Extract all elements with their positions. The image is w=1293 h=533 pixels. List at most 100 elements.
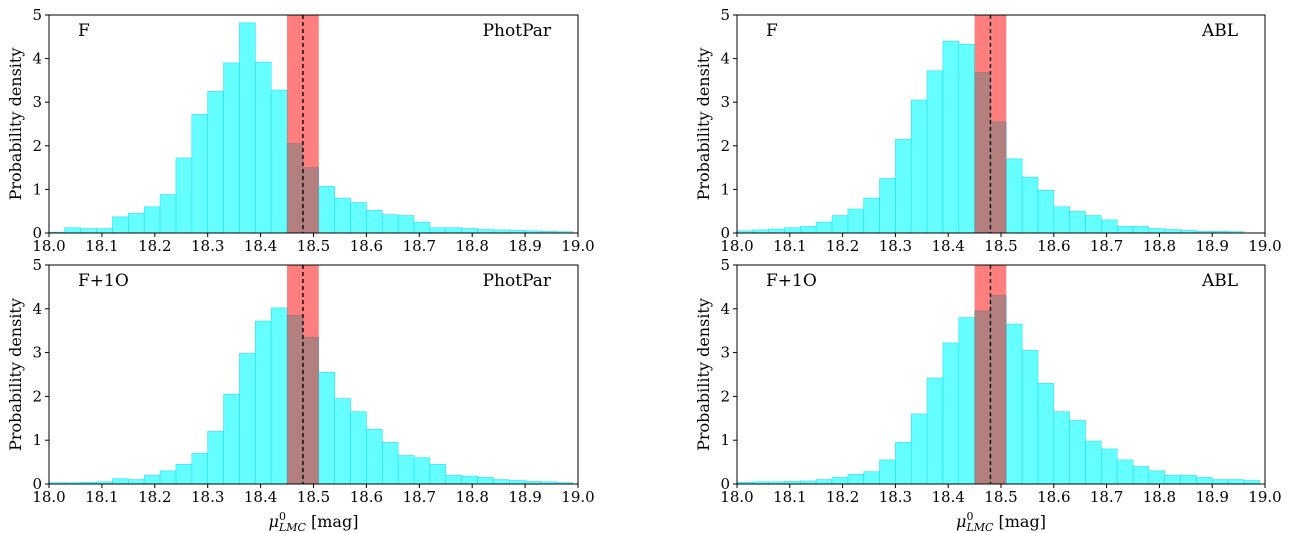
- histogram-bar: [461, 475, 478, 485]
- x-label-subscript: LMC: [965, 521, 994, 533]
- x-tick-label: 18.4: [931, 488, 964, 506]
- histogram-bar: [508, 480, 526, 485]
- histogram-bar: [413, 221, 431, 234]
- histogram-bar: [1053, 411, 1070, 485]
- x-tick-label: 18.9: [1195, 237, 1228, 255]
- x-tick-label: 18.9: [508, 237, 541, 255]
- histogram-bar: [942, 40, 960, 234]
- histogram-bar: [1148, 470, 1165, 485]
- x-label-superscript: 0: [966, 510, 973, 523]
- x-tick-label: 18.4: [244, 488, 277, 506]
- histogram-bar: [381, 442, 399, 485]
- panel-label-method: ABL: [1201, 21, 1238, 41]
- x-tick-label: 18.7: [1090, 237, 1123, 255]
- panel-bottom-right: 18.0 18.1 18.2 18.3 18.4 18.5 18.6 18.7 18.8 18.9…: [694, 256, 1282, 533]
- panel-label-model: F: [78, 21, 90, 41]
- panel-bottom-left: 18.0 18.1 18.2 18.3 18.4 18.5 18.6 18.7 18.8 18.9…: [6, 256, 595, 533]
- histogram-bar: [1164, 229, 1181, 234]
- histogram-bar: [318, 372, 335, 485]
- histogram-bar: [815, 221, 833, 234]
- histogram-bar: [96, 228, 113, 234]
- histogram-bar: [175, 463, 193, 485]
- x-tick-label: 18.5: [297, 237, 330, 255]
- x-tick-label: 19.0: [1248, 488, 1281, 506]
- histogram-bar: [942, 342, 960, 485]
- x-label-symbol: μ: [269, 512, 279, 531]
- y-tick-label: 4: [720, 300, 730, 318]
- panel-label-method: PhotPar: [483, 21, 552, 41]
- x-tick-label: 18.1: [773, 237, 806, 255]
- histogram-bar: [207, 431, 224, 485]
- x-tick-label: 19.0: [561, 237, 594, 255]
- y-tick-label: 0: [720, 475, 730, 493]
- histogram-bar: [477, 477, 494, 485]
- y-tick-label: 4: [32, 50, 42, 68]
- histogram-bar: [1227, 479, 1245, 485]
- histogram-bar: [191, 114, 209, 234]
- histogram-bar: [815, 479, 833, 485]
- histogram-bar: [1116, 459, 1134, 485]
- histogram-bar: [863, 471, 880, 485]
- y-tick-label: 2: [720, 137, 730, 155]
- histogram-bar: [879, 459, 896, 485]
- panel-label-model: F+1O: [766, 271, 817, 291]
- y-tick-label: 4: [720, 50, 730, 68]
- x-tick-label: 18.0: [32, 237, 65, 255]
- histogram-bar: [847, 474, 865, 485]
- x-tick-label: 18.6: [350, 237, 383, 255]
- y-axis-label: Probability density: [6, 48, 25, 201]
- histogram-bar: [334, 197, 351, 234]
- histogram-bar: [159, 470, 177, 485]
- y-tick-label: 5: [720, 256, 730, 274]
- histogram-bar: [910, 413, 928, 485]
- x-tick-label: 18.8: [1143, 488, 1176, 506]
- y-tick-label: 2: [32, 137, 42, 155]
- histogram-bar: [128, 213, 145, 234]
- x-tick-label: 18.1: [85, 488, 118, 506]
- x-tick-label: 18.4: [244, 237, 277, 255]
- histogram-bar: [910, 99, 928, 234]
- histogram-bar: [461, 228, 478, 234]
- histogram-bar: [175, 157, 193, 234]
- histogram-bar: [334, 398, 351, 485]
- histogram-bar: [1085, 215, 1102, 234]
- histogram-bar: [1053, 206, 1070, 234]
- y-tick-label: 3: [720, 93, 730, 111]
- histogram-bar: [429, 227, 447, 234]
- histogram-bar: [445, 227, 462, 234]
- histogram-bar: [1211, 479, 1229, 485]
- y-tick-label: 0: [32, 475, 42, 493]
- x-tick-label: 18.0: [720, 488, 753, 506]
- x-tick-label: 18.8: [455, 237, 488, 255]
- reference-band: [287, 265, 319, 484]
- panel-top-left: 18.0 18.1 18.2 18.3 18.4 18.5 18.6 18.7 18.8 18.9…: [6, 6, 595, 255]
- histogram-bar: [1243, 480, 1261, 485]
- y-tick-label: 5: [32, 6, 42, 24]
- histogram-bar: [784, 227, 801, 234]
- histogram-bar: [207, 91, 224, 234]
- x-tick-label: 18.9: [1195, 488, 1228, 506]
- histogram-bar: [381, 214, 399, 234]
- histogram-bar: [1101, 219, 1118, 234]
- x-label-unit: [mag]: [306, 512, 359, 531]
- y-axis-label: Probability density: [694, 298, 713, 451]
- histogram-bar: [1021, 350, 1039, 485]
- y-tick-label: 5: [32, 256, 42, 274]
- histogram-bar: [239, 353, 256, 485]
- x-tick-label: 18.2: [138, 488, 171, 506]
- histogram-bar: [143, 474, 161, 485]
- y-tick-label: 0: [720, 224, 730, 242]
- histogram-bar: [926, 377, 944, 485]
- histogram-bar: [800, 226, 817, 234]
- x-tick-label: 18.6: [1037, 237, 1070, 255]
- histogram-bar: [958, 317, 975, 485]
- y-tick-label: 0: [32, 224, 42, 242]
- histogram-bar: [1148, 228, 1165, 234]
- x-tick-label: 18.3: [191, 488, 224, 506]
- x-tick-label: 18.4: [931, 237, 964, 255]
- y-tick-label: 3: [32, 93, 42, 111]
- x-label-unit: [mag]: [993, 512, 1046, 531]
- histogram-bar: [1037, 189, 1055, 234]
- x-tick-label: 18.2: [138, 237, 171, 255]
- histogram-bar: [1037, 382, 1055, 485]
